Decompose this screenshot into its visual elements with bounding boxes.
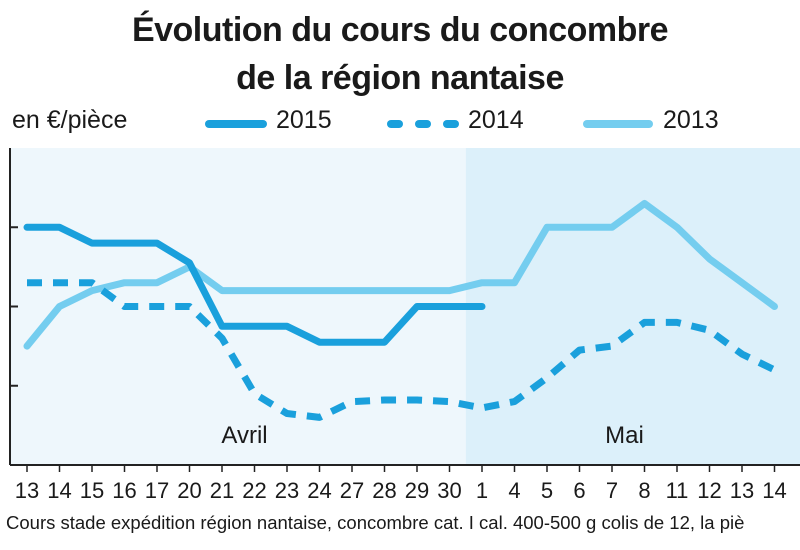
legend-swatch-2015 [205,120,267,128]
x-tick-label: 1 [476,478,488,503]
x-tick-label: 23 [275,478,299,503]
series-line-2014 [27,279,777,421]
month-label-mai: Mai [605,422,644,449]
month-label-avril: Avril [221,422,267,449]
legend-swatch-2014-dash-2 [415,120,431,128]
x-tick-label: 12 [697,478,721,503]
x-tick-label: 24 [307,478,331,503]
x-tick-label: 13 [15,478,39,503]
x-tick-label: 8 [638,478,650,503]
x-tick-label: 17 [145,478,169,503]
x-tick-label: 21 [210,478,234,503]
series-line-2013 [23,200,778,350]
x-tick-label: 5 [541,478,553,503]
may-background [465,148,800,465]
april-background [10,148,466,465]
x-tick-label: 30 [437,478,461,503]
line-chart: 13 14 15 16 17 20 21 22 23 24 27 28 29 30 1 4 5 6 7 8 11 12 13… [9,148,800,503]
chart-title: Évolution du cours du concombre [131,11,669,49]
x-tick-label: 28 [372,478,396,503]
legend-label-2014: 2014 [468,106,524,134]
x-tick-label: 14 [762,478,786,503]
x-tick-label: 7 [606,478,618,503]
y-axis-unit-label: en €/pièce [12,106,128,134]
x-tick-label: 29 [405,478,429,503]
x-tick-label: 20 [177,478,201,503]
legend-swatch-2013 [583,120,653,128]
x-tick-label: 22 [242,478,266,503]
legend-label-2015: 2015 [276,106,332,134]
x-tick-label: 27 [340,478,364,503]
x-tick-label: 15 [80,478,104,503]
x-tick-label: 11 [666,478,689,503]
legend-swatch-2014-dash-1 [387,120,403,128]
legend-label-2013: 2013 [663,106,719,134]
x-tick-label: 14 [47,478,71,503]
chart-subtitle: de la région nantaise [236,59,564,97]
legend-swatch-2014-dash-3 [443,120,459,128]
series-line-2015 [23,223,486,346]
x-tick-label: 4 [508,478,520,503]
x-tick-label: 6 [573,478,585,503]
chart-footnote: Cours stade expédition région nantaise, … [6,512,745,533]
x-tick-label: 16 [112,478,136,503]
x-tick-label: 13 [730,478,754,503]
